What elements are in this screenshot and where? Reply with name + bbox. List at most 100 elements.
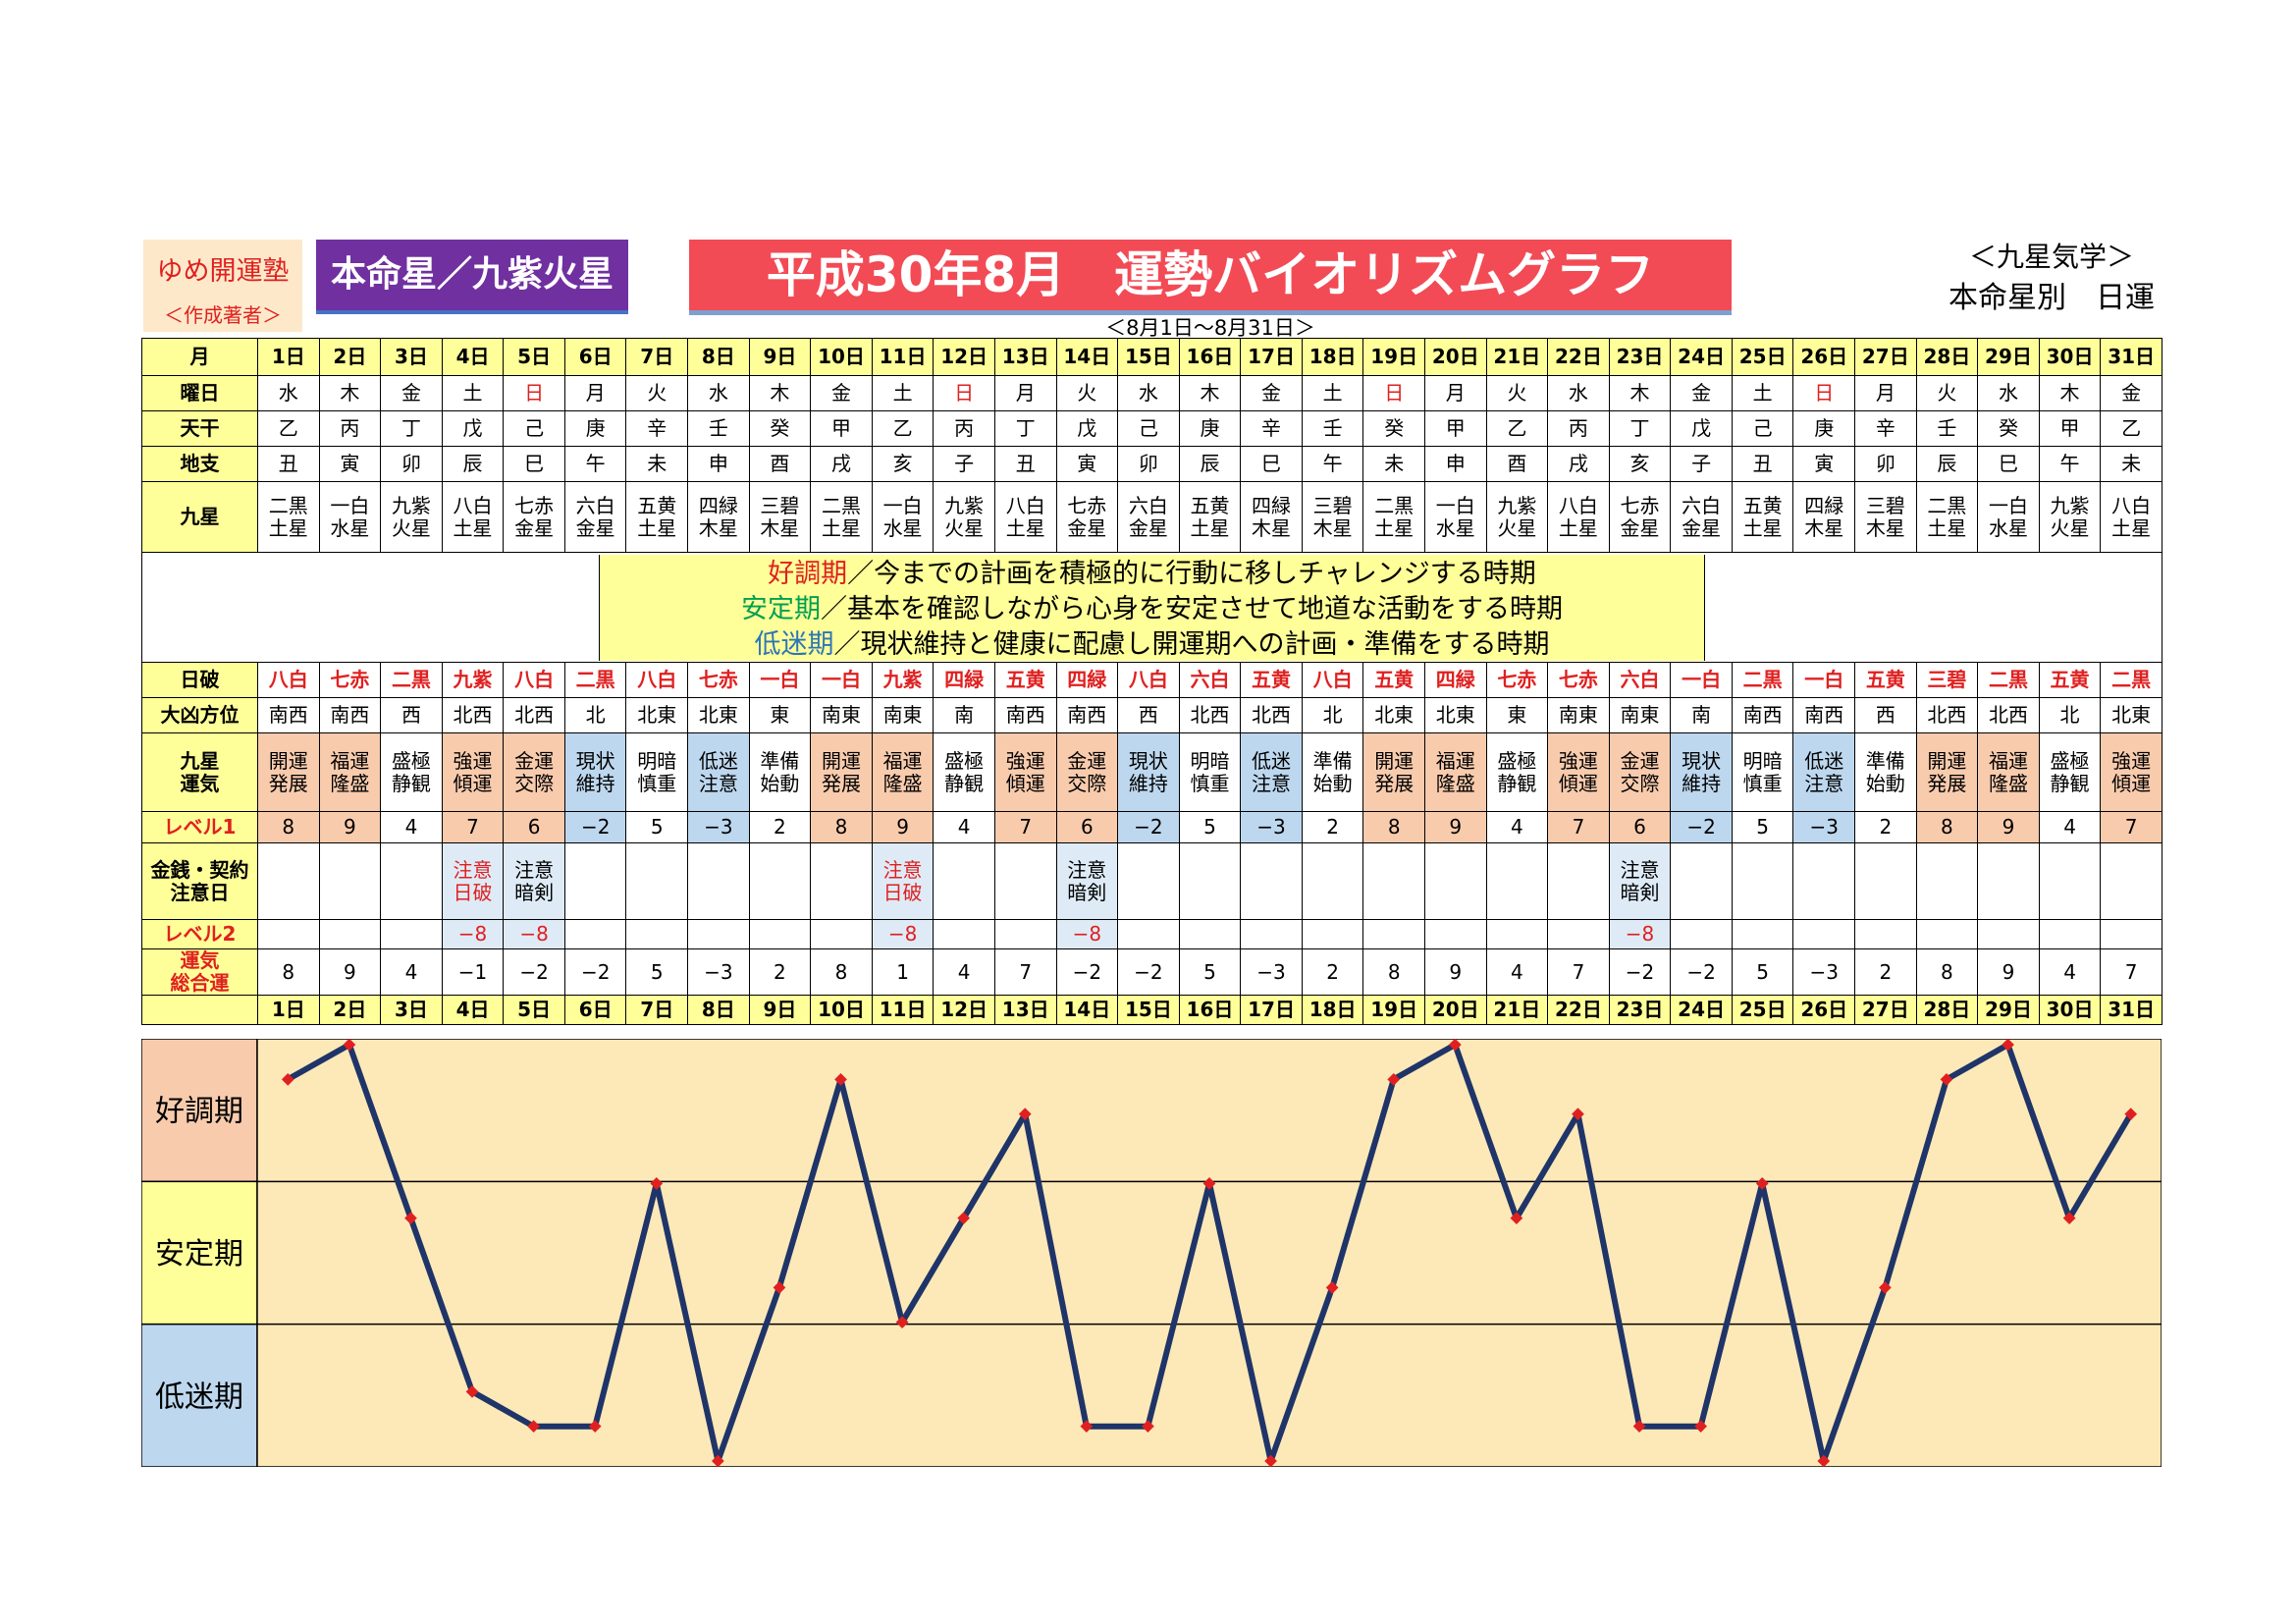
weekdays-cell: 木 <box>318 375 382 411</box>
level1-cell: 6 <box>503 811 565 843</box>
daikyo-cell: 南東 <box>1547 697 1610 733</box>
days-cell: 6日 <box>563 338 627 376</box>
band-label-bg <box>140 1180 258 1326</box>
sogo-cell: 1 <box>871 948 934 996</box>
sogo-cell: 2 <box>1301 948 1364 996</box>
sogo-cell: −2 <box>563 948 627 996</box>
kinsen-cell <box>1178 842 1242 920</box>
tenkan-cell: 丁 <box>380 410 443 447</box>
unki-cell: 現状 維持 <box>563 732 627 812</box>
data-point <box>650 1176 664 1190</box>
nippa-cell: 七赤 <box>318 662 382 698</box>
sogo-cell: −2 <box>503 948 565 996</box>
unki-cell: 盛極 静観 <box>2038 732 2102 812</box>
days-cell: 17日 <box>1240 338 1303 376</box>
nippa-cell: 五黄 <box>1854 662 1917 698</box>
row-legend: 好調期／今までの計画を積極的に行動に移しチャレンジする時期 安定期／基本を確認しな… <box>141 552 2163 663</box>
level1-cell: 9 <box>1977 811 2040 843</box>
band-label-bg <box>140 1038 258 1183</box>
weekdays-cell: 金 <box>810 375 873 411</box>
days-cell: 16日 <box>1178 995 1242 1025</box>
kyusei-cell: 五黄 土星 <box>625 481 689 553</box>
chishi-cell: 卯 <box>1854 446 1917 482</box>
level2-cell <box>563 919 627 949</box>
data-point <box>1510 1212 1523 1225</box>
unki-cell: 強運 傾運 <box>993 732 1057 812</box>
author-box: ゆめ開運塾 ＜作成著者＞ <box>143 240 302 332</box>
days-cell: 10日 <box>810 338 873 376</box>
kyusei-cell: 九紫 火星 <box>933 481 995 553</box>
level2-cell <box>1362 919 1425 949</box>
sogo-cell: 9 <box>1977 948 2040 996</box>
kinsen-cell <box>1977 842 2040 920</box>
kinsen-cell <box>1301 842 1364 920</box>
daikyo-cell: 南 <box>1670 697 1733 733</box>
level1-cell: 9 <box>871 811 934 843</box>
sogo-cell: −2 <box>1608 948 1672 996</box>
unki-cell: 金運 交際 <box>1608 732 1672 812</box>
tenkan-cell: 丙 <box>933 410 995 447</box>
level1-cell: 5 <box>625 811 689 843</box>
unki-cell: 福運 隆盛 <box>1977 732 2040 812</box>
daikyo-cell: 西 <box>380 697 443 733</box>
daikyo-cell: 西 <box>1854 697 1917 733</box>
weekdays-cell: 金 <box>1240 375 1303 411</box>
kinsen-cell: 注意 日破 <box>871 842 934 920</box>
sogo-cell: 8 <box>1362 948 1425 996</box>
tenkan-cell: 乙 <box>1485 410 1549 447</box>
days-cell: 28日 <box>1915 338 1979 376</box>
level2-cell <box>1301 919 1364 949</box>
days-cell: 29日 <box>1977 995 2040 1025</box>
daikyo-cell: 北東 <box>687 697 750 733</box>
chishi-cell: 亥 <box>871 446 934 482</box>
chishi-cell: 酉 <box>1485 446 1549 482</box>
level2-cell <box>1117 919 1180 949</box>
row-daikyo: 大凶方位 南西 南西西北西 北西北北東 北東東南東 南東南南西 南西西北西 北西北北東 北東東南… <box>141 697 2163 733</box>
nippa-cell: 七赤 <box>687 662 750 698</box>
days-cell: 23日 <box>1608 995 1672 1025</box>
days-cell: 3日 <box>380 338 443 376</box>
days-cell: 27日 <box>1854 338 1917 376</box>
days-cell: 20日 <box>1423 995 1487 1025</box>
tenkan-cell: 甲 <box>810 410 873 447</box>
daikyo-cell: 北東 <box>625 697 689 733</box>
row-label-nippa: 日破 <box>141 662 258 698</box>
chishi-cell: 午 <box>563 446 627 482</box>
row-tenkan: 天干乙丙丁戊己庚辛壬癸甲乙丙丁戊己庚辛壬癸甲乙丙丁戊己庚辛壬癸甲乙 <box>141 410 2163 447</box>
level1-cell: 7 <box>1547 811 1610 843</box>
level1-cell: 8 <box>1362 811 1425 843</box>
level1-cell: 8 <box>1915 811 1979 843</box>
days-cell: 22日 <box>1547 338 1610 376</box>
legend-label: 低迷期 <box>754 628 834 660</box>
tenkan-cell: 乙 <box>871 410 934 447</box>
level1-cell: −2 <box>1117 811 1180 843</box>
weekdays-cell: 日 <box>933 375 995 411</box>
days-cell: 23日 <box>1608 338 1672 376</box>
nippa-cell: 二黒 <box>1977 662 2040 698</box>
author-name: ゆめ開運塾 <box>156 256 290 287</box>
level2-cell <box>810 919 873 949</box>
weekdays-cell: 木 <box>1178 375 1242 411</box>
chishi-cell: 子 <box>933 446 995 482</box>
kyusei-cell: 二黒 土星 <box>1915 481 1979 553</box>
days-cell: 4日 <box>441 995 505 1025</box>
days-cell: 11日 <box>871 338 934 376</box>
days-cell: 4日 <box>441 338 505 376</box>
data-point <box>2062 1212 2076 1225</box>
legend-label: 好調期 <box>768 558 848 589</box>
weekdays-cell: 日 <box>503 375 565 411</box>
row-nippa: 日破 八白 七赤 二黒 九紫 八白 二黒 八白 七赤 一白 一白 九紫 四緑 五黄 四緑 八白 六白 五黄 八白 五黄… <box>141 662 2163 698</box>
weekdays-cell: 火 <box>1485 375 1549 411</box>
level1-cell: −2 <box>1670 811 1733 843</box>
level2-cell <box>1423 919 1487 949</box>
tenkan-cell: 辛 <box>625 410 689 447</box>
kyusei-cell: 二黒 土星 <box>1362 481 1425 553</box>
kyusei-cell: 八白 土星 <box>2100 481 2163 553</box>
level1-cell: −2 <box>563 811 627 843</box>
unki-cell: 盛極 静観 <box>1485 732 1549 812</box>
legend-text: ／基本を確認しながら心身を安定させて地道な活動をする時期 <box>820 593 1563 624</box>
sogo-cell: 5 <box>1731 948 1794 996</box>
days-cell: 8日 <box>687 338 750 376</box>
nippa-cell: 二黒 <box>2100 662 2163 698</box>
unki-cell: 開運 発展 <box>257 732 320 812</box>
